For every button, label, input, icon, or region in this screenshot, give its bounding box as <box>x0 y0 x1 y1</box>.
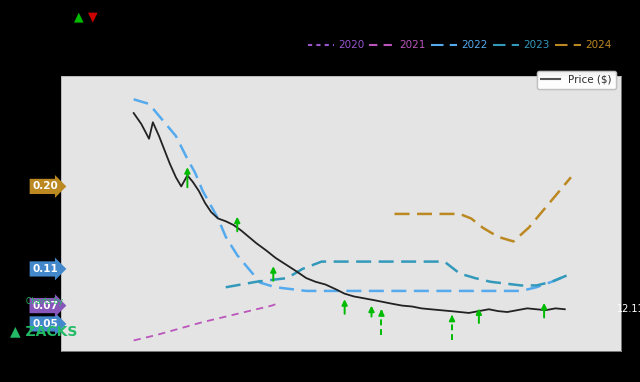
Text: 0.07: 0.07 <box>32 301 58 311</box>
Text: 0.11: 0.11 <box>32 264 58 274</box>
Text: 0.05: 0.05 <box>32 319 58 329</box>
Text: 12.11: 12.11 <box>617 304 640 314</box>
Text: ▼: ▼ <box>88 11 98 24</box>
Text: 0.20: 0.20 <box>32 181 58 191</box>
Text: ▲: ▲ <box>74 11 83 24</box>
Legend: Price ($): Price ($) <box>537 71 616 89</box>
Text: ▲ ZACKS: ▲ ZACKS <box>10 325 77 339</box>
Text: Charts by: Charts by <box>26 296 63 306</box>
